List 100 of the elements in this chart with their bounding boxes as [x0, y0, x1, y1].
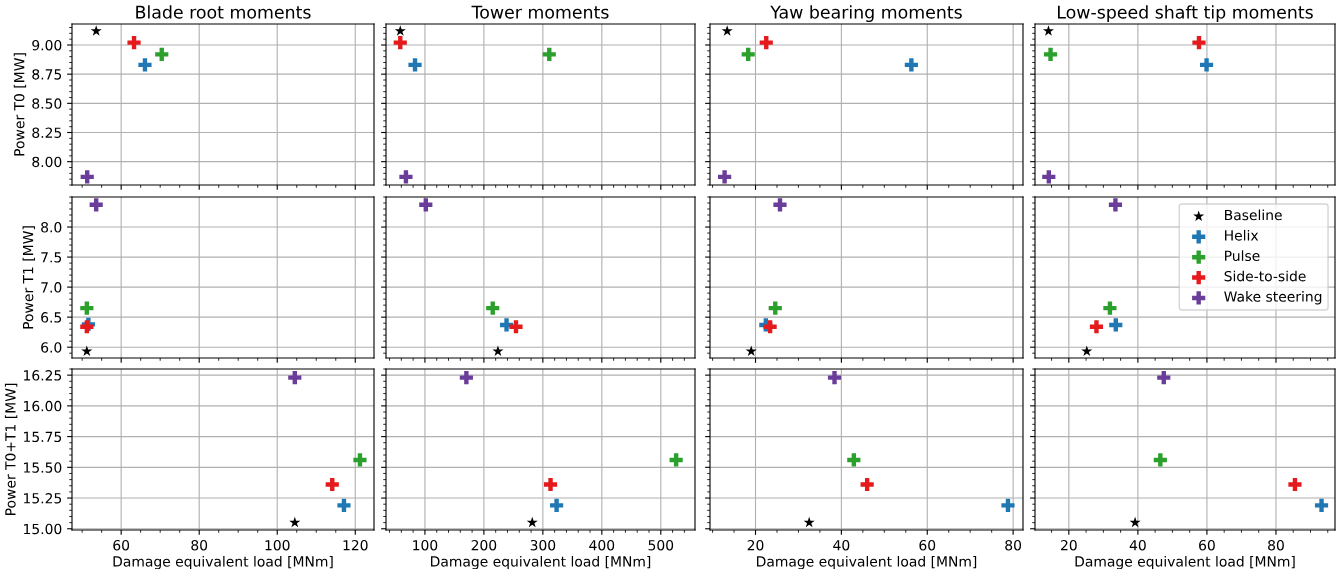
point [1129, 516, 1141, 528]
point [1199, 58, 1214, 72]
y-tick-label: 16.00 [24, 400, 62, 412]
point [90, 25, 102, 36]
y-tick-label: 15.75 [24, 431, 62, 443]
y-tick-label: 6.5 [41, 312, 62, 323]
point [1001, 498, 1015, 513]
point [459, 371, 473, 385]
legend-label: Helix [1225, 229, 1259, 241]
x-tick-label: 80 [1005, 539, 1022, 551]
point [486, 301, 500, 315]
y-tick-label: 8.25 [32, 127, 62, 138]
point [1089, 320, 1104, 334]
point [1103, 301, 1117, 315]
x-axis-title: Damage equivalent load [MNm] [431, 555, 651, 569]
point [353, 453, 367, 467]
x-tick-label: 500 [648, 539, 674, 551]
point [155, 47, 169, 61]
point [550, 498, 564, 513]
point [1288, 477, 1302, 492]
y-axis-title: Power T0 [MW] [13, 53, 27, 156]
legend-label: Pulse [1225, 250, 1260, 262]
point [827, 371, 842, 385]
point [1042, 25, 1054, 36]
point [759, 36, 773, 50]
point [768, 301, 782, 315]
x-axis-title: Damage equivalent load [MNm] [113, 555, 333, 569]
point [860, 477, 874, 492]
point [89, 198, 103, 212]
y-tick-label: 15.50 [24, 462, 62, 473]
x-tick-label: 80 [1268, 539, 1284, 551]
x-tick-label: 80 [191, 539, 208, 551]
point [399, 170, 413, 184]
point [904, 58, 918, 72]
x-tick-label: 60 [1199, 539, 1215, 551]
y-tick-label: 8.0 [41, 222, 62, 233]
y-tick-label: 7.0 [41, 282, 62, 293]
point [542, 47, 556, 61]
chart-title: Blade root moments [136, 5, 311, 19]
point [127, 36, 141, 50]
point [803, 516, 815, 528]
y-tick-label: 15.00 [24, 523, 62, 535]
point [1043, 47, 1058, 61]
y-tick-label: 8.75 [32, 69, 62, 80]
point [80, 170, 94, 184]
point [1108, 198, 1123, 212]
y-tick-label: 6.0 [41, 342, 62, 353]
x-tick-label: 20 [1061, 539, 1077, 551]
y-axis-title: Power T0+T1 [MW] [4, 383, 18, 515]
point [288, 371, 302, 385]
x-axis-title: Damage equivalent load [MNm] [757, 555, 977, 569]
point [543, 477, 558, 492]
y-tick-label: 8.00 [32, 156, 62, 168]
point [847, 453, 861, 467]
chart-title: Yaw bearing moments [770, 5, 962, 23]
x-tick-label: 300 [530, 539, 556, 551]
point [773, 198, 787, 212]
point [1153, 453, 1167, 467]
point [499, 318, 514, 332]
point [138, 58, 152, 72]
point [721, 25, 733, 36]
point [1314, 498, 1329, 513]
point [741, 47, 755, 61]
point [325, 477, 339, 492]
point [393, 36, 407, 50]
x-tick-label: 120 [343, 539, 368, 551]
point [1042, 170, 1056, 184]
x-tick-label: 60 [919, 539, 936, 551]
x-tick-label: 60 [113, 539, 130, 551]
y-tick-label: 7.5 [41, 252, 62, 263]
point [1081, 345, 1093, 357]
x-tick-label: 100 [413, 539, 438, 551]
legend-label: Baseline [1225, 209, 1282, 221]
x-tick-label: 400 [589, 539, 615, 551]
y-tick-label: 16.25 [24, 370, 62, 381]
x-axis-title: Damage equivalent load [MNm] [1075, 555, 1295, 569]
point [1109, 318, 1123, 332]
y-axis-title: Power T1 [MW] [22, 226, 35, 329]
point [337, 498, 351, 513]
x-tick-label: 20 [747, 539, 764, 551]
point [419, 198, 433, 212]
point [394, 25, 406, 36]
chart-title: Low-speed shaft tip moments [1058, 5, 1313, 23]
point [669, 453, 683, 467]
legend-label: Wake steering [1224, 291, 1322, 305]
point [80, 301, 94, 315]
point [1192, 36, 1206, 50]
point [509, 320, 523, 334]
legend-label: Side-to-side [1224, 270, 1306, 282]
x-tick-label: 40 [833, 539, 850, 551]
y-tick-label: 15.25 [24, 493, 62, 504]
x-tick-label: 200 [471, 539, 497, 551]
point [763, 320, 777, 334]
y-tick-label: 9.00 [32, 39, 62, 51]
point [1157, 371, 1171, 385]
y-tick-label: 8.50 [32, 98, 62, 109]
chart-title: Tower moments [471, 5, 609, 19]
x-tick-label: 40 [1129, 539, 1146, 551]
point [408, 58, 422, 72]
x-tick-label: 100 [265, 539, 290, 551]
